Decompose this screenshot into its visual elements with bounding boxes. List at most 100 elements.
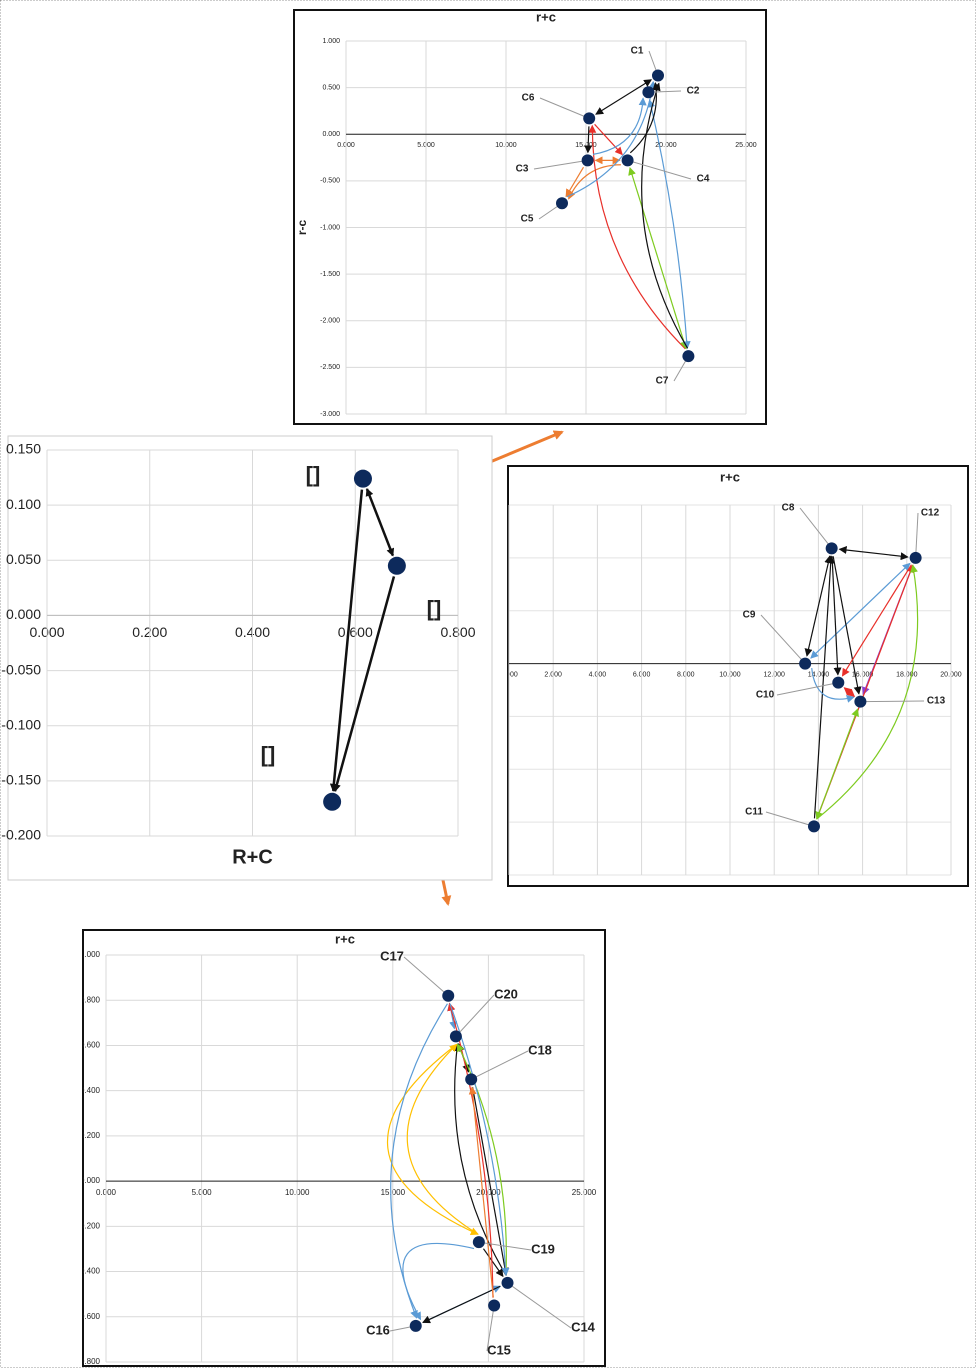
leader-line: [776, 682, 839, 696]
data-point: [465, 1073, 478, 1086]
relation-arrow: [406, 1043, 479, 1235]
relation-arrow: [390, 1003, 448, 1319]
data-point: [909, 551, 922, 564]
relation-arrow: [811, 668, 855, 703]
relation-arrow: [387, 1043, 479, 1235]
chart-title: r+c: [335, 931, 355, 946]
x-axis-label: R+C: [232, 846, 273, 868]
data-point: [825, 542, 838, 555]
y-tick-label: -1.500: [320, 271, 340, 278]
leader-line: [915, 512, 919, 558]
relation-arrow: [629, 82, 661, 154]
relation-arrow: [804, 555, 833, 657]
relation-arrow: [566, 80, 657, 198]
point-label: C10: [756, 690, 775, 701]
data-point: [807, 820, 820, 833]
y-tick-label: 0.150: [6, 441, 41, 457]
point-label: []: [427, 596, 442, 621]
y-tick-label: -0.600: [77, 1312, 100, 1321]
data-point: [682, 350, 695, 363]
y-tick-label: 0.200: [80, 1131, 101, 1140]
data-point: [353, 469, 372, 488]
data-point: [581, 154, 594, 167]
relation-arrow: [565, 166, 585, 198]
data-point: [472, 1236, 485, 1249]
y-tick-label: 0.000: [80, 1176, 101, 1185]
leader-line: [533, 159, 588, 170]
y-tick-label: 0.000: [322, 131, 340, 138]
chart: 0.000 0.200 0.400 0.600 0.8000.1500.1000.050…: [1, 435, 493, 881]
data-point: [442, 989, 455, 1002]
relation-arrow: [402, 1242, 475, 1321]
y-tick-label: -1.000: [320, 224, 340, 231]
point-label: []: [306, 462, 321, 487]
point-label: C15: [487, 1342, 511, 1357]
y-tick-label: -3.000: [320, 411, 340, 418]
y-tick-label: -0.100: [1, 716, 41, 732]
data-point: [387, 556, 406, 575]
point-label: C14: [571, 1319, 596, 1334]
y-tick-label: -0.800: [77, 1357, 100, 1366]
y-tick-label: -2.500: [320, 364, 340, 371]
y-tick-label: 0.100: [6, 496, 41, 512]
point-label: C2: [687, 86, 700, 97]
chart-title: r+c: [536, 9, 556, 24]
data-point: [556, 197, 568, 210]
chart: 0.0005.00010.00015.00020.00025.0001.0000…: [293, 9, 767, 425]
leader-line: [455, 994, 495, 1037]
relation-arrow: [333, 576, 396, 793]
data-point: [501, 1276, 514, 1289]
leader-line: [627, 159, 692, 180]
relation-arrow: [472, 1087, 509, 1276]
point-label: C18: [528, 1042, 552, 1057]
chart-frame: [7, 435, 493, 881]
relation-arrow: [365, 487, 395, 557]
data-point: [832, 676, 845, 689]
y-tick-label: 0.600: [80, 1041, 101, 1050]
point-label: C13: [927, 696, 946, 707]
relation-arrow: [595, 79, 653, 115]
y-tick-label: -0.200: [1, 827, 41, 843]
data-point: [799, 657, 812, 670]
relation-arrow: [592, 97, 647, 155]
leader-line: [478, 1241, 532, 1251]
y-tick-label: 0.800: [80, 995, 101, 1004]
data-point: [409, 1319, 422, 1332]
relation-arrow: [584, 126, 593, 154]
relation-arrow: [843, 687, 856, 698]
relation-arrow: [831, 556, 842, 676]
y-tick-label: 0.400: [80, 1086, 101, 1095]
leader-line: [799, 507, 833, 549]
point-label: C19: [531, 1241, 555, 1256]
data-point: [449, 1030, 462, 1043]
y-tick-label: -0.050: [1, 661, 41, 677]
y-tick-label: -0.150: [1, 772, 41, 788]
chart: 0.0002.0004.0006.0008.00010.00012.00014.…: [500, 465, 969, 887]
y-tick-label: -2.000: [320, 318, 340, 325]
y-tick-label: -0.500: [320, 178, 340, 185]
point-label: C16: [366, 1322, 390, 1337]
data-point: [621, 154, 634, 167]
leader-line: [507, 1282, 572, 1329]
relation-arrow: [838, 546, 909, 561]
leader-line: [539, 97, 590, 119]
point-label: C6: [522, 93, 535, 104]
x-tick-label: 0.000: [500, 671, 518, 678]
point-label: C11: [745, 807, 763, 818]
relation-arrow: [647, 99, 691, 350]
y-axis-label: r-c: [295, 220, 309, 236]
relation-arrow: [841, 564, 912, 677]
leader-line: [760, 614, 806, 664]
y-tick-label: 1.000: [322, 38, 340, 45]
relation-arrow: [482, 1248, 504, 1278]
leader-line: [486, 1305, 495, 1352]
point-label: C20: [494, 986, 518, 1001]
relation-arrow: [456, 1043, 507, 1276]
point-label: C5: [521, 214, 534, 225]
relation-arrow: [468, 1086, 494, 1298]
chart-frame: [82, 929, 606, 1367]
relation-arrow: [329, 489, 364, 792]
relation-arrow: [815, 708, 859, 820]
